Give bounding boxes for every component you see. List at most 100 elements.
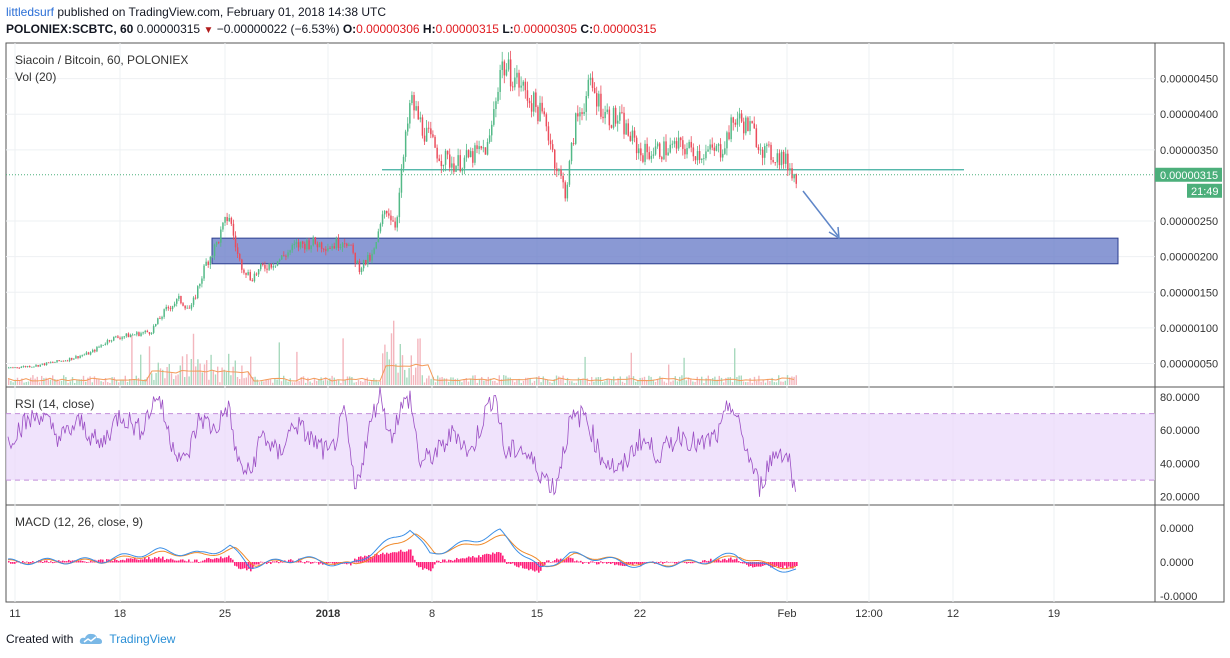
candle-body <box>199 283 201 287</box>
macd-hist-bar <box>46 560 48 563</box>
candle-body <box>480 146 482 149</box>
candle-body <box>581 112 583 114</box>
macd-hist-bar <box>52 562 54 564</box>
macd-hist-bar <box>536 562 538 571</box>
macd-hist-bar <box>174 560 176 563</box>
macd-hist-bar <box>492 552 494 563</box>
volume-bar <box>723 382 725 385</box>
candle-body <box>188 307 191 309</box>
macd-hist-bar <box>78 560 80 563</box>
candle-body <box>287 252 289 257</box>
volume-bar <box>784 380 786 385</box>
volume-bar <box>377 381 379 385</box>
volume-bar <box>283 375 285 385</box>
macd-hist-bar <box>484 554 486 563</box>
volume-bar <box>760 381 762 385</box>
macd-hist-bar <box>504 559 506 563</box>
candle-body <box>612 107 615 128</box>
volume-bar <box>762 379 764 385</box>
candle-body <box>194 297 197 299</box>
macd-hist-bar <box>246 562 248 571</box>
x-tick-label: 18 <box>114 608 126 620</box>
candle-body <box>293 243 296 246</box>
volume-bar <box>298 381 300 385</box>
volume-bar <box>362 381 364 385</box>
volume-bar <box>60 380 63 385</box>
macd-hist-bar <box>528 562 530 571</box>
candle-body <box>785 153 787 164</box>
candle-body <box>150 332 153 334</box>
candle-body <box>457 155 459 166</box>
macd-hist-bar <box>588 562 590 564</box>
candle-body <box>178 295 180 299</box>
macd-hist-bar <box>608 562 610 564</box>
author-link[interactable]: littledsurf <box>6 5 55 19</box>
volume-bar <box>441 376 443 385</box>
volume-bar <box>562 375 564 385</box>
macd-hist-bar <box>638 562 640 566</box>
volume-bar <box>624 382 626 385</box>
macd-hist-bar <box>82 560 84 563</box>
macd-hist-bar <box>422 562 424 570</box>
candle-body <box>509 59 512 87</box>
candle-body <box>715 145 718 151</box>
candle-body <box>787 153 789 171</box>
macd-hist-bar <box>434 562 436 565</box>
volume-bar <box>527 377 529 385</box>
candle-body <box>383 210 386 215</box>
macd-hist-bar <box>194 559 196 563</box>
macd-hist-bar <box>568 557 570 563</box>
candle-body <box>163 309 165 317</box>
macd-hist-bar <box>702 560 704 563</box>
macd-hist-bar <box>766 562 768 565</box>
candle-body <box>314 237 317 244</box>
volume-bar <box>122 379 124 385</box>
candle-body <box>16 367 18 369</box>
candle-body <box>289 250 291 253</box>
volume-bar <box>313 378 316 385</box>
candle-body <box>789 168 791 171</box>
volume-bar <box>778 375 780 385</box>
volume-bar <box>450 377 452 385</box>
volume-bar <box>401 355 404 385</box>
macd-hist-bar <box>602 562 604 564</box>
volume-bar <box>630 352 632 385</box>
macd-hist-bar <box>730 557 732 563</box>
candle-body <box>705 151 707 159</box>
volume-bar <box>221 367 223 385</box>
macd-hist-bar <box>724 558 726 563</box>
candle-body <box>304 243 306 250</box>
macd-hist-bar <box>130 558 132 563</box>
volume-bar <box>571 381 573 385</box>
macd-hist-bar <box>50 561 52 563</box>
candle-body <box>761 149 764 158</box>
volume-bar <box>320 377 322 385</box>
macd-hist-bar <box>418 562 420 568</box>
candle-body <box>71 357 73 360</box>
macd-hist-bar <box>98 559 100 563</box>
volume-bar <box>342 338 344 385</box>
macd-hist-bar <box>222 558 224 563</box>
candle-body <box>688 141 690 149</box>
candle-body <box>33 366 35 368</box>
volume-bar <box>613 376 615 385</box>
volume-bar <box>698 378 701 385</box>
candle-body <box>37 365 39 367</box>
candle-body <box>593 87 596 94</box>
macd-hist-bar <box>532 562 534 571</box>
candle-body <box>344 243 346 245</box>
volume-bar <box>707 375 709 385</box>
macd-hist-bar <box>270 562 272 565</box>
candle-body <box>180 295 182 304</box>
macd-hist-bar <box>54 562 56 563</box>
volume-bar <box>452 377 454 385</box>
volume-bar <box>269 379 272 385</box>
rsi-title: RSI (14, close) <box>15 397 95 411</box>
macd-hist-bar <box>636 562 638 564</box>
candle-body <box>213 244 216 256</box>
candle-body <box>512 86 514 88</box>
candle-body <box>262 264 264 265</box>
macd-hist-bar <box>332 562 334 564</box>
tradingview-link[interactable]: TradingView <box>109 632 176 646</box>
